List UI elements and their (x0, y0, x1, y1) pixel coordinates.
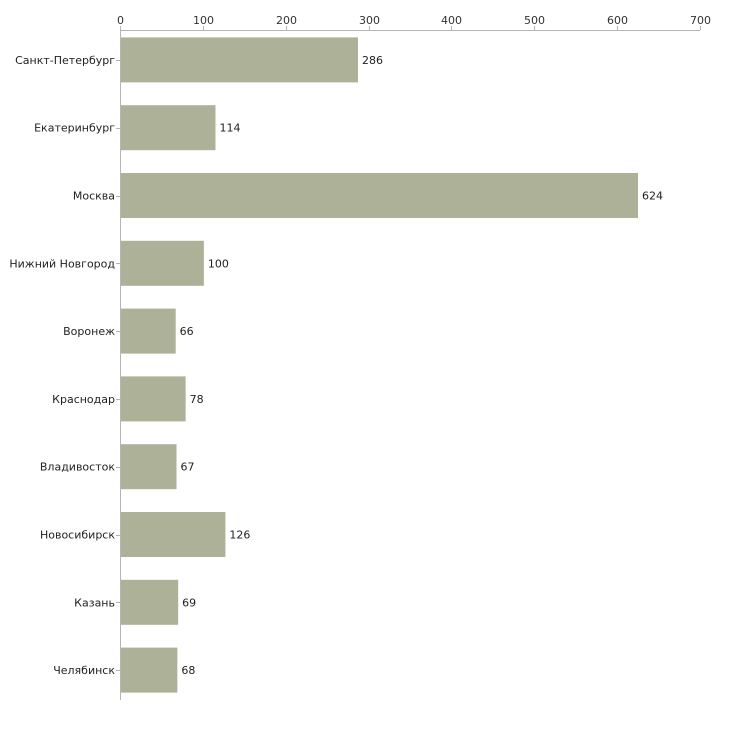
category-label: Екатеринбург (34, 122, 115, 135)
data-label: 114 (219, 122, 240, 135)
x-tick-label: 500 (524, 14, 545, 27)
x-axis: 0 100 200 300 400 500 600 700 (117, 14, 711, 31)
x-tick-label: 200 (276, 14, 297, 27)
data-label: 624 (642, 190, 663, 203)
category-labels: Санкт-Петербург Екатеринбург Москва Нижний … (9, 54, 115, 677)
bar (121, 37, 358, 83)
x-tick-label: 400 (441, 14, 462, 27)
x-tick-label: 300 (359, 14, 380, 27)
x-tick-label: 600 (607, 14, 628, 27)
bar (121, 308, 176, 354)
category-label: Санкт-Петербург (15, 54, 115, 67)
bar (121, 105, 216, 151)
x-tick-label: 100 (193, 14, 214, 27)
bar (121, 512, 226, 557)
bar (121, 173, 639, 218)
category-label: Новосибирск (40, 529, 115, 542)
category-label: Воронеж (63, 325, 115, 338)
data-label: 126 (229, 529, 250, 542)
bar (121, 444, 177, 490)
bars-group (121, 37, 639, 693)
bar (121, 376, 186, 422)
category-label: Челябинск (53, 664, 115, 677)
category-label: Владивосток (40, 461, 115, 474)
data-label: 78 (190, 393, 204, 406)
data-label: 286 (362, 54, 383, 67)
x-tick-label: 700 (690, 14, 711, 27)
category-label: Казань (74, 596, 115, 609)
data-label: 67 (181, 461, 195, 474)
category-label: Краснодар (52, 393, 115, 406)
bar (121, 240, 204, 286)
bar (121, 647, 178, 693)
data-label: 68 (181, 664, 195, 677)
data-label: 69 (182, 596, 196, 609)
bar (121, 579, 179, 625)
x-tick-label: 0 (117, 14, 124, 27)
value-labels: 286 114 624 100 66 78 67 126 69 68 (180, 54, 663, 677)
data-label: 100 (208, 257, 229, 270)
category-label: Нижний Новгород (9, 257, 115, 270)
data-label: 66 (180, 325, 194, 338)
category-label: Москва (73, 190, 115, 203)
y-axis (116, 30, 121, 700)
